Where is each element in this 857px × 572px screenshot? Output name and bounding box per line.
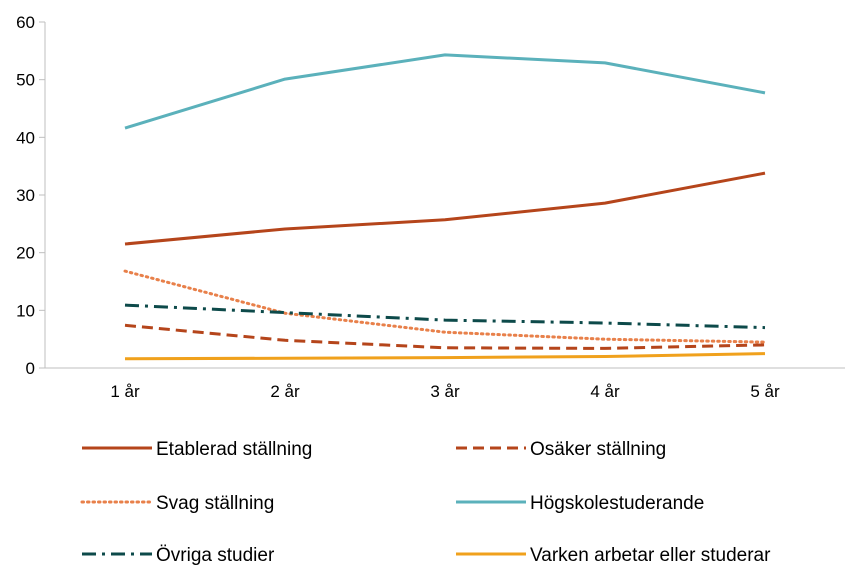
y-tick-label: 20 xyxy=(16,244,35,263)
legend-label: Övriga studier xyxy=(156,545,275,566)
legend-label: Svag ställning xyxy=(156,493,274,514)
series-line-3 xyxy=(123,269,767,344)
y-tick-label: 30 xyxy=(16,186,35,205)
x-tick-label: 2 år xyxy=(270,382,300,401)
series-line-2 xyxy=(124,323,766,350)
legend-label: Etablerad ställning xyxy=(156,439,312,460)
y-tick-label: 10 xyxy=(16,301,35,320)
series-line-5 xyxy=(124,303,766,330)
series-lines xyxy=(123,53,767,361)
legend-label: Varken arbetar eller studerar xyxy=(530,545,771,566)
y-tick-label: 50 xyxy=(16,71,35,90)
series-line-4 xyxy=(124,53,766,130)
legend-label: Högskolestuderande xyxy=(530,493,704,514)
x-tick-label: 5 år xyxy=(750,382,780,401)
y-tick-label: 60 xyxy=(16,13,35,32)
x-tick-label: 4 år xyxy=(590,382,620,401)
series-line-1 xyxy=(124,171,766,246)
legend: Etablerad ställning Osäker ställning Svag … xyxy=(80,439,771,566)
x-tick-label: 3 år xyxy=(430,382,460,401)
y-tick-label: 40 xyxy=(16,128,35,147)
axes: 0 10 20 30 40 50 60 1 år 2 år 3 år 4 år 5 år xyxy=(16,13,845,401)
series-line-6 xyxy=(124,352,766,361)
legend-label: Osäker ställning xyxy=(530,439,666,460)
y-tick-label: 0 xyxy=(26,359,35,378)
x-tick-label: 1 år xyxy=(110,382,140,401)
